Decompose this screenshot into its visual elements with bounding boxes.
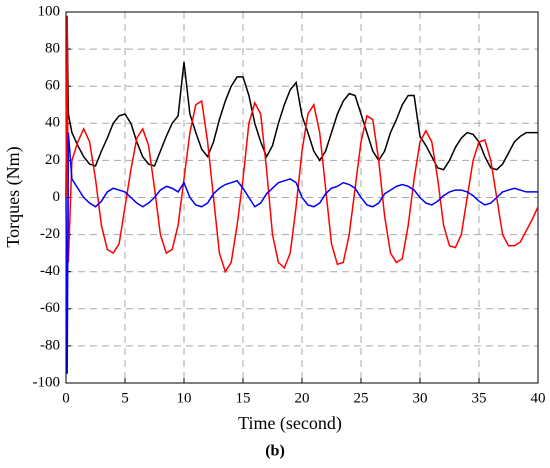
x-tick-label: 40	[531, 390, 546, 406]
y-tick-label: -100	[33, 374, 61, 390]
y-tick-label: 20	[45, 152, 60, 168]
x-tick-label: 10	[177, 390, 192, 406]
y-tick-label: -60	[40, 300, 60, 316]
x-tick-label: 5	[121, 390, 129, 406]
y-tick-label: 60	[45, 78, 60, 94]
y-tick-label: -20	[40, 226, 60, 242]
data-line	[65, 132, 538, 374]
x-tick-label: 30	[413, 390, 428, 406]
y-tick-label: 40	[45, 115, 60, 131]
x-tick-label: 35	[472, 390, 487, 406]
x-tick-label: 0	[62, 390, 70, 406]
y-tick-label: -80	[40, 337, 60, 353]
y-axis-label: Torques (Nm)	[3, 146, 24, 247]
y-tick-label: -40	[40, 263, 60, 279]
data-line	[65, 15, 539, 274]
x-axis-label: Time (second)	[238, 413, 342, 434]
y-tick-label: 0	[53, 189, 61, 205]
x-tick-label: 15	[236, 390, 251, 406]
x-tick-label: 25	[354, 390, 369, 406]
x-tick-label: 20	[295, 390, 310, 406]
caption: (b)	[265, 443, 285, 460]
y-tick-label: 100	[38, 3, 61, 19]
data-line	[65, 21, 538, 198]
y-tick-label: 80	[45, 41, 60, 57]
